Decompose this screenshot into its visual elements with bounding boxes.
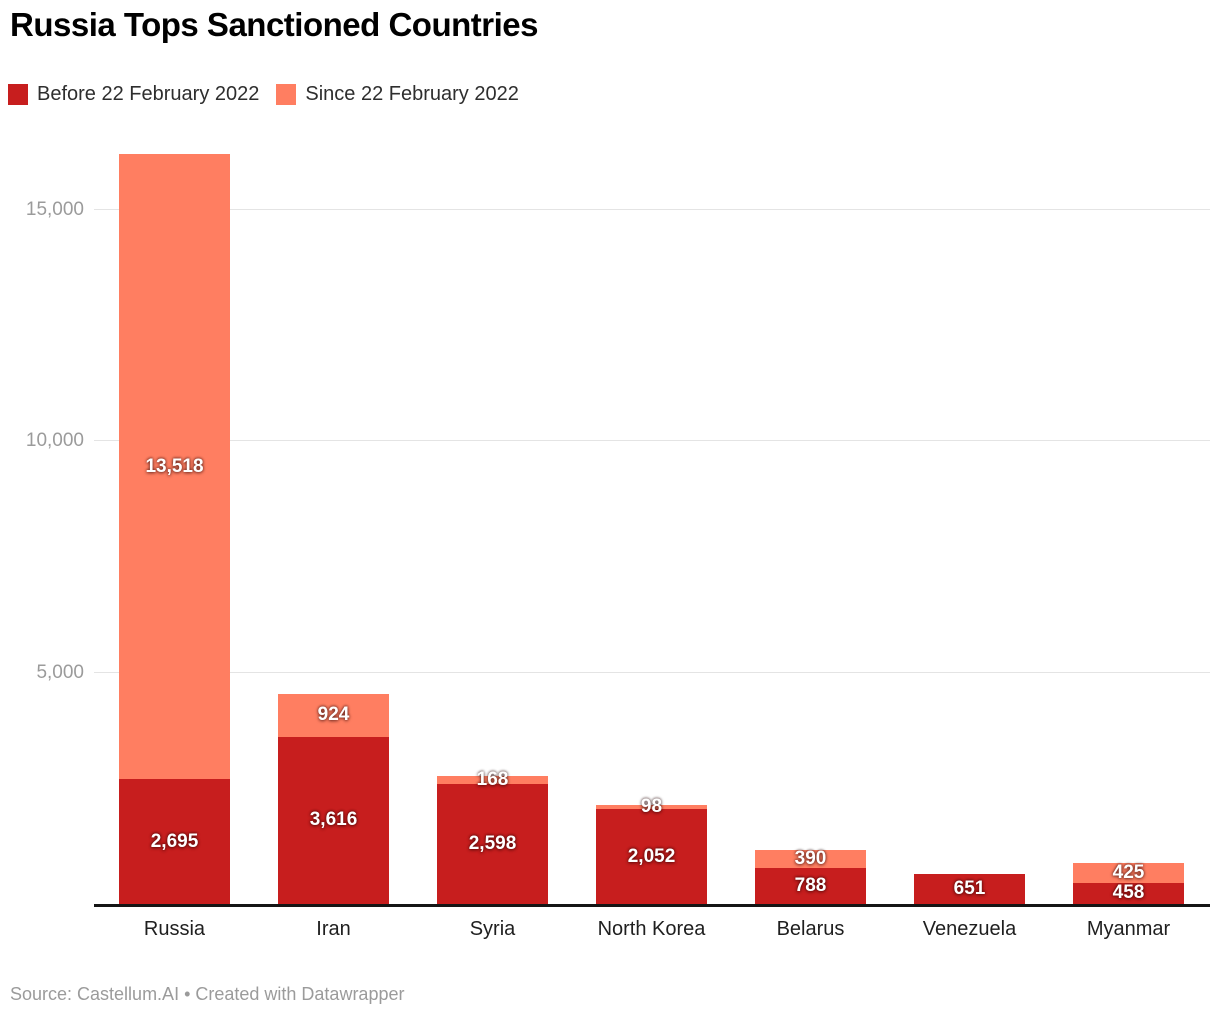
gridline bbox=[94, 209, 1210, 210]
bar-segment bbox=[1073, 882, 1184, 904]
y-axis-tick-label: 15,000 bbox=[25, 199, 84, 220]
x-category-label: Venezuela bbox=[922, 918, 1017, 940]
gridline bbox=[94, 440, 1210, 442]
bar-segment bbox=[596, 809, 707, 904]
legend-item: Before 22 February 2022 bbox=[8, 83, 259, 106]
bar-value-label: 2,052 bbox=[627, 845, 676, 867]
chart-title: Russia Tops Sanctioned Countries bbox=[10, 6, 538, 43]
bar-segment bbox=[755, 849, 866, 868]
legend-label: Since 22 February 2022 bbox=[305, 83, 519, 105]
bar-value-label: 458 bbox=[1112, 882, 1145, 904]
legend-item: Since 22 February 2022 bbox=[276, 83, 519, 106]
bar-segment bbox=[437, 776, 548, 784]
y-axis-tick-label: 10,000 bbox=[25, 430, 84, 452]
bar-value-label: 13,518 bbox=[145, 455, 204, 477]
plot-area: 5,000 10,000 15,000 2,695 13,518 3,616 924 2,59… bbox=[0, 120, 1220, 904]
x-category-label: Russia bbox=[143, 918, 206, 940]
x-category-label: Syria bbox=[469, 918, 516, 940]
bar-value-label: 2,695 bbox=[150, 830, 199, 852]
bar-segment bbox=[119, 153, 230, 780]
x-category-label: Iran bbox=[316, 918, 351, 940]
bar-value-label: 2,598 bbox=[468, 832, 517, 854]
y-axis-tick-label: 5,000 bbox=[36, 661, 84, 683]
legend-swatch bbox=[8, 84, 28, 105]
bar-segment bbox=[914, 873, 1025, 904]
source-note: Source: Castellum.AI • Created with Data… bbox=[10, 984, 405, 1004]
x-category-label: Belarus bbox=[776, 918, 845, 940]
bar-value-label: 3,616 bbox=[309, 809, 358, 831]
bar-segment bbox=[278, 693, 389, 737]
bar-value-label: 651 bbox=[953, 877, 986, 899]
x-axis-labels: Russia Iran Syria North Korea Belarus Venezue… bbox=[0, 916, 1220, 946]
x-axis-line bbox=[94, 904, 1210, 907]
bar-value-label: 390 bbox=[794, 847, 827, 869]
bar-segment bbox=[596, 804, 707, 810]
bar-value-label: 788 bbox=[794, 874, 827, 896]
bar-value-label: 425 bbox=[1112, 861, 1145, 883]
bar-value-label: 168 bbox=[476, 768, 509, 790]
bar-value-label: 98 bbox=[640, 795, 663, 817]
legend-label: Before 22 February 2022 bbox=[37, 83, 260, 105]
legend-swatch bbox=[276, 84, 297, 105]
bar-segment bbox=[119, 779, 230, 904]
bar-value-label: 924 bbox=[317, 704, 350, 726]
x-category-label: Myanmar bbox=[1086, 918, 1171, 940]
bar-segment bbox=[278, 736, 389, 904]
gridline bbox=[94, 671, 1210, 673]
bar-segment bbox=[755, 867, 866, 904]
bar-segment bbox=[1073, 863, 1184, 883]
x-category-label: North Korea bbox=[597, 918, 706, 940]
legend: Before 22 February 2022 Since 22 February… bbox=[8, 83, 519, 106]
bar-segment bbox=[437, 783, 548, 904]
